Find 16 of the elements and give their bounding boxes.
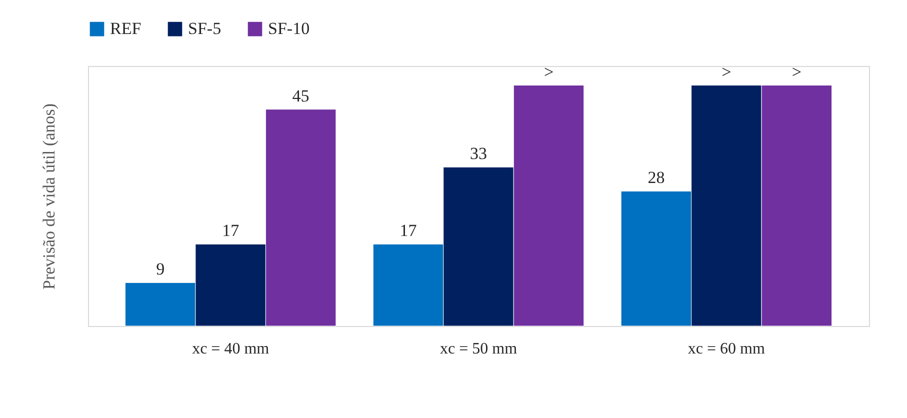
x-tick-label: xc = 50 mm [440,340,518,358]
legend-label: SF-5 [188,19,222,38]
data-label: 17 [400,221,418,240]
legend-label: SF-10 [268,19,310,38]
data-label: 9 [156,260,165,279]
x-tick-label: xc = 60 mm [688,340,766,358]
data-label: 17 [222,221,240,240]
data-label: 33 [470,144,487,164]
data-label: 28 [648,168,665,188]
data-label: > [544,62,554,82]
data-label: > [792,62,802,82]
legend-label: REF [110,19,142,38]
y-axis-title: Previsão de vida útil (anos) [40,103,58,290]
data-label: 45 [292,86,310,106]
data-label: > [722,62,732,82]
x-tick-label: xc = 40 mm [192,340,270,358]
